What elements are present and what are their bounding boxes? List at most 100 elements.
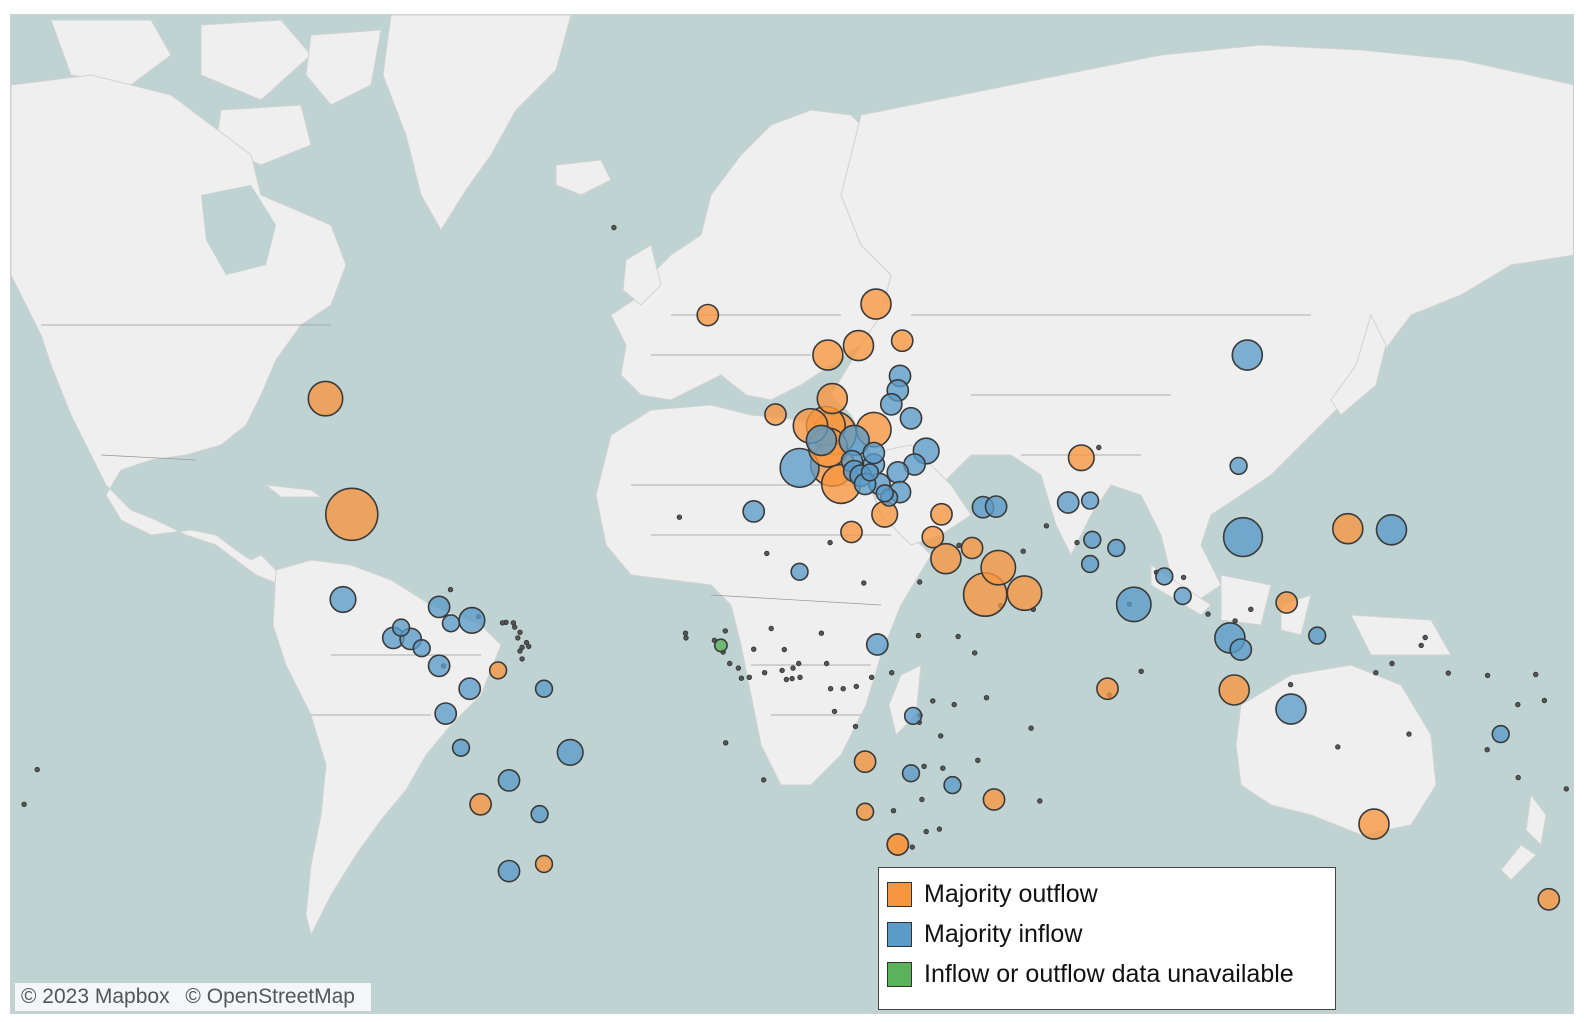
small-dot-marker[interactable] <box>789 675 795 682</box>
country-marker-inflow[interactable] <box>434 702 458 726</box>
country-marker-outflow[interactable] <box>469 792 493 816</box>
small-dot-marker[interactable] <box>611 224 617 231</box>
small-dot-marker[interactable] <box>1037 798 1043 804</box>
small-dot-marker[interactable] <box>930 698 936 704</box>
country-marker-outflow[interactable] <box>921 525 945 549</box>
small-dot-marker[interactable] <box>983 695 990 701</box>
country-marker-outflow[interactable] <box>764 403 787 426</box>
small-dot-marker[interactable] <box>955 633 961 640</box>
small-dot-marker[interactable] <box>1335 744 1341 750</box>
country-marker-inflow[interactable] <box>879 392 903 416</box>
country-marker-outflow[interactable] <box>853 750 877 774</box>
small-dot-marker[interactable] <box>818 630 825 636</box>
country-marker-inflow[interactable] <box>1375 513 1408 546</box>
small-dot-marker[interactable] <box>1287 681 1294 688</box>
small-dot-marker[interactable] <box>512 624 518 630</box>
country-marker-outflow[interactable] <box>840 520 863 544</box>
small-dot-marker[interactable] <box>34 766 40 773</box>
small-dot-marker[interactable] <box>1445 670 1451 676</box>
small-dot-marker[interactable] <box>1389 660 1395 667</box>
small-dot-marker[interactable] <box>1074 539 1080 546</box>
country-marker-outflow[interactable] <box>1358 808 1390 840</box>
small-dot-marker[interactable] <box>1484 747 1490 753</box>
small-dot-marker[interactable] <box>1422 634 1428 641</box>
small-dot-marker[interactable] <box>1205 611 1211 617</box>
small-dot-marker[interactable] <box>676 514 683 520</box>
osm-attribution[interactable]: © OpenStreetMap <box>185 985 355 1008</box>
small-dot-marker[interactable] <box>515 635 521 641</box>
country-marker-inflow[interactable] <box>1083 530 1102 549</box>
country-marker-outflow[interactable] <box>1218 674 1250 706</box>
markers-layer[interactable] <box>21 224 1569 911</box>
small-dot-marker[interactable] <box>1028 725 1034 731</box>
country-marker-inflow[interactable] <box>790 562 809 581</box>
small-dot-marker[interactable] <box>499 620 506 626</box>
country-marker-outflow[interactable] <box>812 339 844 371</box>
small-dot-marker[interactable] <box>921 763 927 769</box>
country-marker-inflow[interactable] <box>497 859 521 883</box>
small-dot-marker[interactable] <box>723 740 729 746</box>
small-dot-marker[interactable] <box>781 646 787 653</box>
small-dot-marker[interactable] <box>682 630 689 636</box>
small-dot-marker[interactable] <box>21 801 27 807</box>
country-marker-inflow[interactable] <box>458 677 482 701</box>
small-dot-marker[interactable] <box>831 708 838 715</box>
country-marker-inflow[interactable] <box>1275 693 1307 725</box>
country-marker-inflow[interactable] <box>1229 638 1253 662</box>
country-marker-outflow[interactable] <box>930 502 953 526</box>
small-dot-marker[interactable] <box>956 542 962 548</box>
small-dot-marker[interactable] <box>1515 774 1521 781</box>
country-marker-inflow[interactable] <box>1222 516 1264 558</box>
small-dot-marker[interactable] <box>1406 731 1412 737</box>
country-marker-inflow[interactable] <box>427 654 451 678</box>
small-dot-marker[interactable] <box>1418 642 1424 649</box>
small-dot-marker[interactable] <box>909 844 915 850</box>
small-dot-marker[interactable] <box>938 733 944 739</box>
small-dot-marker[interactable] <box>1532 671 1539 678</box>
country-marker-inflow[interactable] <box>1107 538 1126 558</box>
country-marker-inflow[interactable] <box>427 595 451 619</box>
country-marker-inflow[interactable] <box>556 738 584 767</box>
country-marker-inflow[interactable] <box>886 460 910 484</box>
small-dot-marker[interactable] <box>447 586 454 593</box>
small-dot-marker[interactable] <box>936 826 943 832</box>
small-dot-marker[interactable] <box>683 635 689 641</box>
country-marker-outflow[interactable] <box>980 549 1017 586</box>
country-marker-inflow[interactable] <box>865 633 889 656</box>
country-marker-inflow[interactable] <box>901 764 921 783</box>
world-map[interactable] <box>11 15 1574 1014</box>
country-marker-inflow[interactable] <box>779 447 820 489</box>
country-marker-inflow[interactable] <box>1080 491 1100 510</box>
small-dot-marker[interactable] <box>517 648 523 654</box>
small-dot-marker[interactable] <box>890 808 897 814</box>
small-dot-marker[interactable] <box>735 665 742 671</box>
small-dot-marker[interactable] <box>1232 618 1238 624</box>
small-dot-marker[interactable] <box>827 686 834 692</box>
country-marker-inflow[interactable] <box>1173 586 1192 606</box>
small-dot-marker[interactable] <box>1484 672 1491 679</box>
small-dot-marker[interactable] <box>840 686 846 692</box>
country-marker-outflow[interactable] <box>982 788 1006 811</box>
country-marker-outflow[interactable] <box>860 288 892 320</box>
small-dot-marker[interactable] <box>796 660 802 667</box>
country-marker-inflow[interactable] <box>875 484 894 503</box>
country-marker-unavailable[interactable] <box>713 638 728 653</box>
small-dot-marker[interactable] <box>517 629 523 635</box>
country-marker-inflow[interactable] <box>534 679 554 698</box>
small-dot-marker[interactable] <box>868 674 875 680</box>
country-marker-outflow[interactable] <box>1537 887 1561 911</box>
legend-item-inflow[interactable]: Majority inflow <box>887 914 1327 954</box>
small-dot-marker[interactable] <box>940 765 946 771</box>
map-view[interactable]: © 2023 Mapbox © OpenStreetMap Majority o… <box>10 14 1574 1014</box>
small-dot-marker[interactable] <box>1248 606 1254 612</box>
small-dot-marker[interactable] <box>1541 697 1548 704</box>
country-marker-inflow[interactable] <box>1231 339 1264 371</box>
small-dot-marker[interactable] <box>526 643 532 650</box>
small-dot-marker[interactable] <box>923 828 929 835</box>
small-dot-marker[interactable] <box>768 625 774 632</box>
country-marker-outflow[interactable] <box>696 303 720 327</box>
country-marker-outflow[interactable] <box>1096 677 1119 701</box>
country-marker-inflow[interactable] <box>451 738 471 757</box>
country-marker-outflow[interactable] <box>1275 591 1299 614</box>
country-marker-inflow[interactable] <box>899 406 923 430</box>
